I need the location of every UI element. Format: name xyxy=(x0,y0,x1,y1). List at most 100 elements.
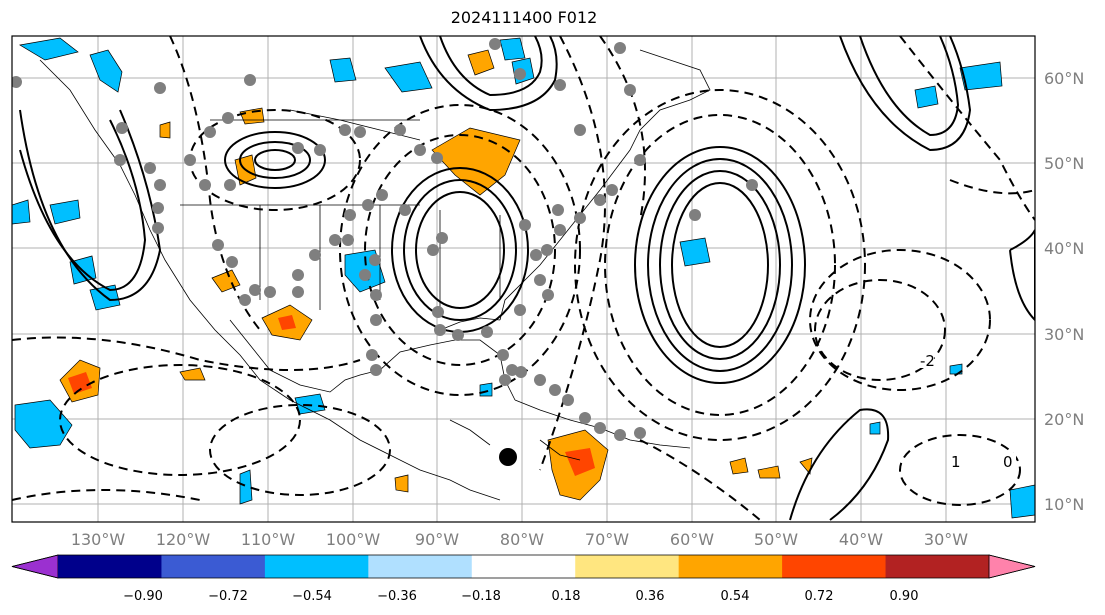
track-point xyxy=(369,254,381,266)
map-area: -2 1 0 xyxy=(11,35,1036,523)
track-point xyxy=(399,204,411,216)
track-point xyxy=(292,142,304,154)
lon-label-130w: 130°W xyxy=(71,530,126,549)
colorbar-segment xyxy=(782,555,887,578)
track-point xyxy=(329,234,341,246)
lon-label-80w: 80°W xyxy=(500,530,544,549)
track-point xyxy=(394,124,406,136)
track-point xyxy=(506,364,518,376)
track-point xyxy=(339,124,351,136)
colorbar-segment xyxy=(264,555,369,578)
track-point xyxy=(314,144,326,156)
track-point xyxy=(549,384,561,396)
latitude-labels: 60°N 50°N 40°N 30°N 20°N 10°N xyxy=(1044,69,1084,514)
track-point xyxy=(514,304,526,316)
track-point xyxy=(515,366,527,378)
lat-label-20n: 20°N xyxy=(1044,410,1084,429)
track-point xyxy=(12,76,22,88)
lat-label-50n: 50°N xyxy=(1044,154,1084,173)
track-point xyxy=(154,179,166,191)
colorbar-extend-low xyxy=(11,554,59,579)
colorbar-tick-8: 0.72 xyxy=(805,589,834,604)
lon-label-30w: 30°W xyxy=(924,530,968,549)
track-point xyxy=(634,154,646,166)
track-point xyxy=(292,286,304,298)
colorbar-tick-labels: −0.90 −0.72 −0.54 −0.36 −0.18 0.18 0.36 … xyxy=(123,589,918,604)
track-point xyxy=(530,249,542,261)
colorbar-segment xyxy=(471,555,576,578)
track-points xyxy=(12,38,758,441)
colorbar-segment xyxy=(678,555,783,578)
track-point xyxy=(226,256,238,268)
track-point xyxy=(554,79,566,91)
track-point xyxy=(154,82,166,94)
track-point xyxy=(614,42,626,54)
track-point xyxy=(362,199,374,211)
map-frame xyxy=(11,35,1036,523)
track-point xyxy=(514,68,526,80)
colorbar-tick-3: −0.36 xyxy=(377,589,417,604)
track-point xyxy=(432,306,444,318)
colorbar-tick-2: −0.54 xyxy=(292,589,332,604)
colorbar-tick-5: 0.18 xyxy=(552,589,581,604)
gridlines xyxy=(12,36,1035,522)
track-point xyxy=(249,284,261,296)
lon-label-70w: 70°W xyxy=(585,530,629,549)
colorbar-outline xyxy=(11,554,1036,579)
contour-label-0: 0 xyxy=(1003,453,1013,471)
colorbar-segment xyxy=(58,555,162,578)
track-point xyxy=(574,212,586,224)
track-point xyxy=(579,412,591,424)
colorbar-tick-1: −0.72 xyxy=(208,589,248,604)
dashed-contours xyxy=(12,36,1035,521)
lat-label-40n: 40°N xyxy=(1044,239,1084,258)
track-point xyxy=(376,189,388,201)
colorbar-segment xyxy=(885,555,990,578)
colorbar-segment xyxy=(575,555,680,578)
track-point xyxy=(542,289,554,301)
storm-center-marker xyxy=(499,448,517,466)
track-point xyxy=(497,349,509,361)
track-point xyxy=(144,162,156,174)
colorbar-tick-4: −0.18 xyxy=(461,589,501,604)
track-point xyxy=(152,202,164,214)
lat-label-60n: 60°N xyxy=(1044,69,1084,88)
track-point xyxy=(199,179,211,191)
track-point xyxy=(489,38,501,50)
contour-label-1: 1 xyxy=(951,453,961,471)
track-point xyxy=(552,204,564,216)
lat-label-10n: 10°N xyxy=(1044,495,1084,514)
track-point xyxy=(309,249,321,261)
track-point xyxy=(481,326,493,338)
track-point xyxy=(541,244,553,256)
colorbar-segment xyxy=(368,555,473,578)
colorbar-extend-high xyxy=(988,554,1036,579)
lon-label-60w: 60°W xyxy=(670,530,714,549)
track-point xyxy=(370,289,382,301)
track-point xyxy=(634,427,646,439)
track-point xyxy=(554,224,566,236)
track-point xyxy=(222,112,234,124)
track-point xyxy=(427,244,439,256)
track-point xyxy=(436,232,448,244)
track-point xyxy=(244,74,256,86)
track-point xyxy=(594,422,606,434)
track-point xyxy=(354,126,366,138)
track-point xyxy=(184,154,196,166)
track-point xyxy=(746,179,758,191)
contour-labels: -2 1 0 xyxy=(920,352,1016,471)
lon-label-40w: 40°W xyxy=(839,530,883,549)
track-point xyxy=(224,179,236,191)
track-point xyxy=(534,274,546,286)
track-point xyxy=(204,126,216,138)
track-point xyxy=(366,349,378,361)
track-point xyxy=(594,194,606,206)
track-point xyxy=(370,314,382,326)
track-point xyxy=(614,429,626,441)
lon-label-100w: 100°W xyxy=(326,530,381,549)
colorbar-tick-7: 0.54 xyxy=(721,589,750,604)
track-point xyxy=(264,286,276,298)
track-point xyxy=(359,269,371,281)
colorbar-tick-6: 0.36 xyxy=(636,589,665,604)
colorbar-tick-9: 0.90 xyxy=(890,589,919,604)
